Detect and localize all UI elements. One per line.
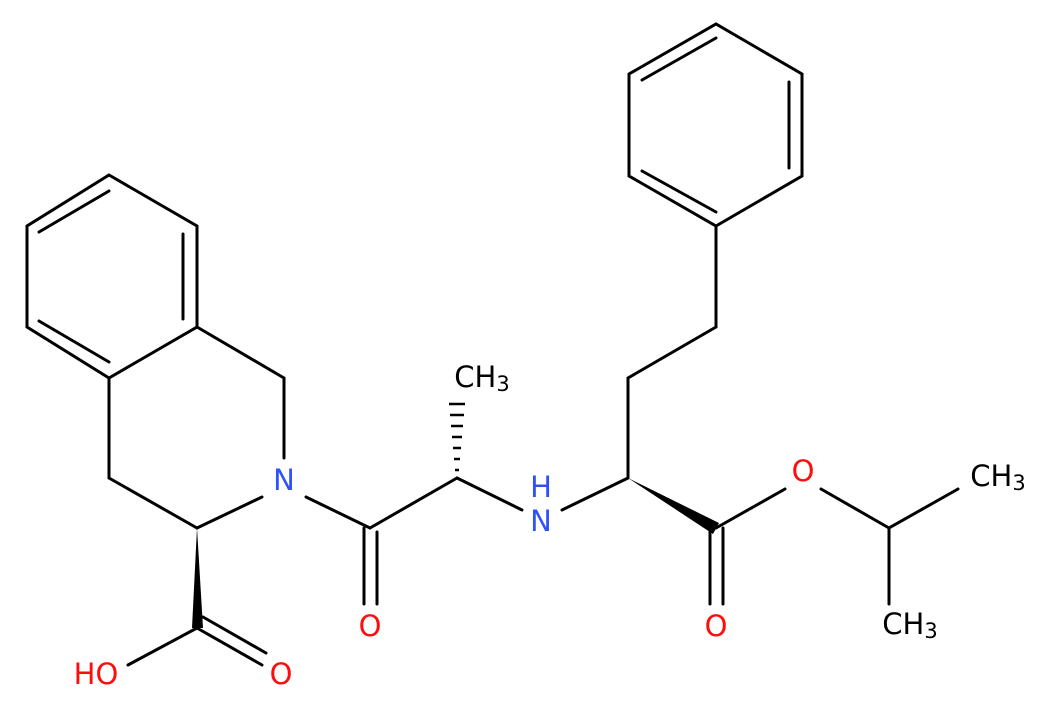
atom-label: O — [792, 454, 815, 488]
bonds — [25, 22, 960, 667]
atom-label: O — [359, 609, 382, 643]
stereo-bonds — [192, 402, 719, 628]
atom-label: CH3 — [882, 607, 937, 643]
atom-label: N — [530, 504, 552, 538]
atom-label: CH3 — [454, 360, 509, 396]
atom-label: O — [270, 657, 293, 691]
atom-label: H — [530, 470, 552, 504]
atom-label: HO — [74, 657, 119, 691]
atom-label: CH3 — [970, 459, 1025, 495]
atom-label: O — [705, 609, 728, 643]
atom-label: N — [273, 463, 295, 497]
